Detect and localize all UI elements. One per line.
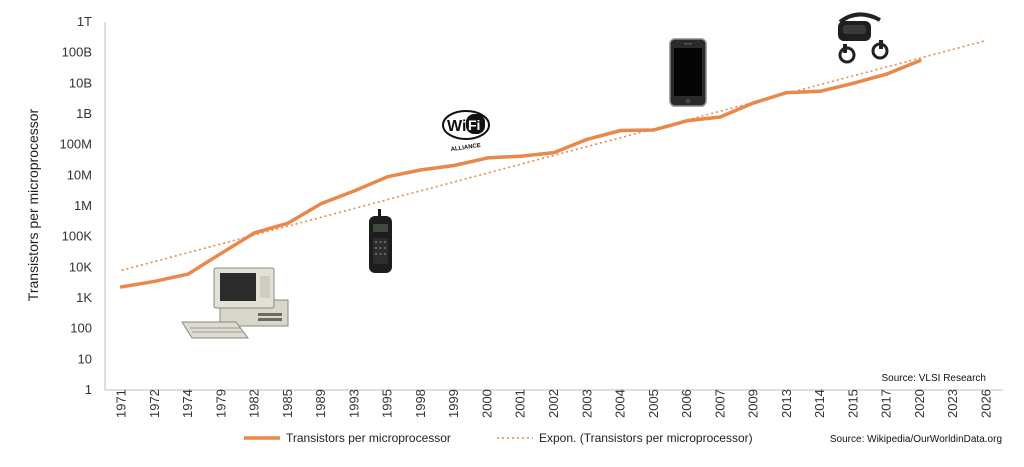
x-tick-label: 2000 [479, 389, 494, 418]
data-point [818, 89, 822, 93]
data-point [851, 81, 855, 85]
x-tick-label: 1995 [380, 389, 395, 418]
y-tick-labels: 1 10 100 1K 10K 100K 1M 10M 100M 1B 10B 100B 1T [59, 14, 92, 397]
y-tick-label: 1 [85, 382, 92, 397]
data-point [120, 285, 124, 289]
x-tick-label: 1998 [413, 389, 428, 418]
wifi-logo-wi-text: Wi [447, 118, 466, 135]
vlsi-source-annotation: Source: VLSI Research [882, 373, 987, 384]
vr-headset-image [838, 12, 889, 64]
y-axis-label: Transistors per microprocessor [25, 108, 41, 301]
y-tick-label: 1M [74, 198, 92, 213]
x-tick-label: 2007 [712, 389, 727, 418]
wifi-logo-image: Wi Fi ALLIANCE [442, 110, 490, 153]
x-tick-labels: 1971 1972 1974 1979 1982 1985 1989 1993 1995 1998… [114, 389, 994, 418]
x-tick-label: 2002 [546, 389, 561, 418]
x-tick-label: 2001 [513, 389, 528, 418]
y-tick-label: 100K [62, 229, 93, 244]
x-tick-label: 2026 [978, 389, 993, 418]
legend-label-trend: Expon. (Transistors per microprocessor) [539, 431, 753, 445]
x-tick-label: 1985 [280, 389, 295, 418]
data-point [219, 251, 224, 255]
data-point [585, 137, 589, 141]
legend-label-series: Transistors per microprocessor [286, 431, 451, 445]
data-point [153, 279, 157, 283]
x-tick-label: 1999 [446, 389, 461, 418]
x-tick-label: 1982 [247, 389, 262, 418]
data-point [352, 189, 357, 193]
data-point [419, 168, 423, 172]
data-point [618, 128, 623, 133]
data-point [286, 221, 290, 225]
x-tick-label: 2009 [746, 389, 761, 418]
data-point [519, 154, 523, 158]
x-tick-label: 2015 [845, 389, 860, 418]
series-line [119, 58, 922, 289]
y-tick-label: 10K [69, 259, 92, 274]
data-point [751, 101, 756, 105]
data-point [685, 119, 689, 123]
data-point [552, 151, 556, 155]
x-tick-label: 2020 [912, 389, 927, 418]
desktop-computer-image [181, 267, 289, 339]
x-tick-label: 2023 [945, 389, 960, 418]
y-tick-label: 1B [76, 106, 92, 121]
y-tick-label: 10M [67, 167, 92, 182]
x-tick-label: 2004 [613, 389, 628, 418]
wifi-logo-alliance-text: ALLIANCE [450, 143, 481, 153]
y-tick-label: 100B [62, 45, 92, 60]
data-point [186, 272, 190, 276]
mobile-phone-image [369, 209, 392, 273]
data-point [884, 72, 889, 76]
legend: Transistors per microprocessor Expon. (T… [244, 431, 753, 445]
y-tick-label: 100M [59, 137, 92, 152]
data-point [485, 156, 490, 160]
x-tick-label: 1979 [213, 389, 228, 418]
x-tick-label: 2013 [779, 389, 794, 418]
x-tick-label: 2003 [579, 389, 594, 418]
y-tick-label: 1T [77, 14, 92, 29]
data-point [253, 231, 257, 235]
source-note: Source: Wikipedia/OurWorldinData.org [830, 434, 1002, 445]
y-tick-label: 100 [70, 321, 92, 336]
data-point [652, 128, 656, 132]
y-tick-label: 10B [69, 75, 92, 90]
trend-line [121, 39, 987, 272]
y-tick-label: 1K [76, 290, 92, 305]
x-tick-label: 1972 [147, 389, 162, 418]
data-points [120, 59, 922, 289]
data-point [785, 90, 789, 95]
x-tick-label: 1971 [114, 389, 129, 418]
x-tick-label: 2005 [646, 389, 661, 418]
smartphone-image [669, 38, 707, 107]
wifi-logo-fi-text: Fi [468, 117, 480, 133]
data-point [718, 115, 722, 119]
x-tick-label: 1993 [346, 389, 361, 418]
x-tick-label: 1974 [180, 389, 195, 418]
data-point [386, 175, 390, 179]
data-point [918, 59, 922, 63]
data-point [452, 163, 456, 168]
x-tick-label: 2014 [812, 389, 827, 418]
x-tick-label: 2006 [679, 389, 694, 418]
data-point [319, 201, 323, 206]
x-tick-label: 1989 [313, 389, 328, 418]
x-tick-label: 2017 [879, 389, 894, 418]
y-tick-label: 10 [78, 351, 92, 366]
